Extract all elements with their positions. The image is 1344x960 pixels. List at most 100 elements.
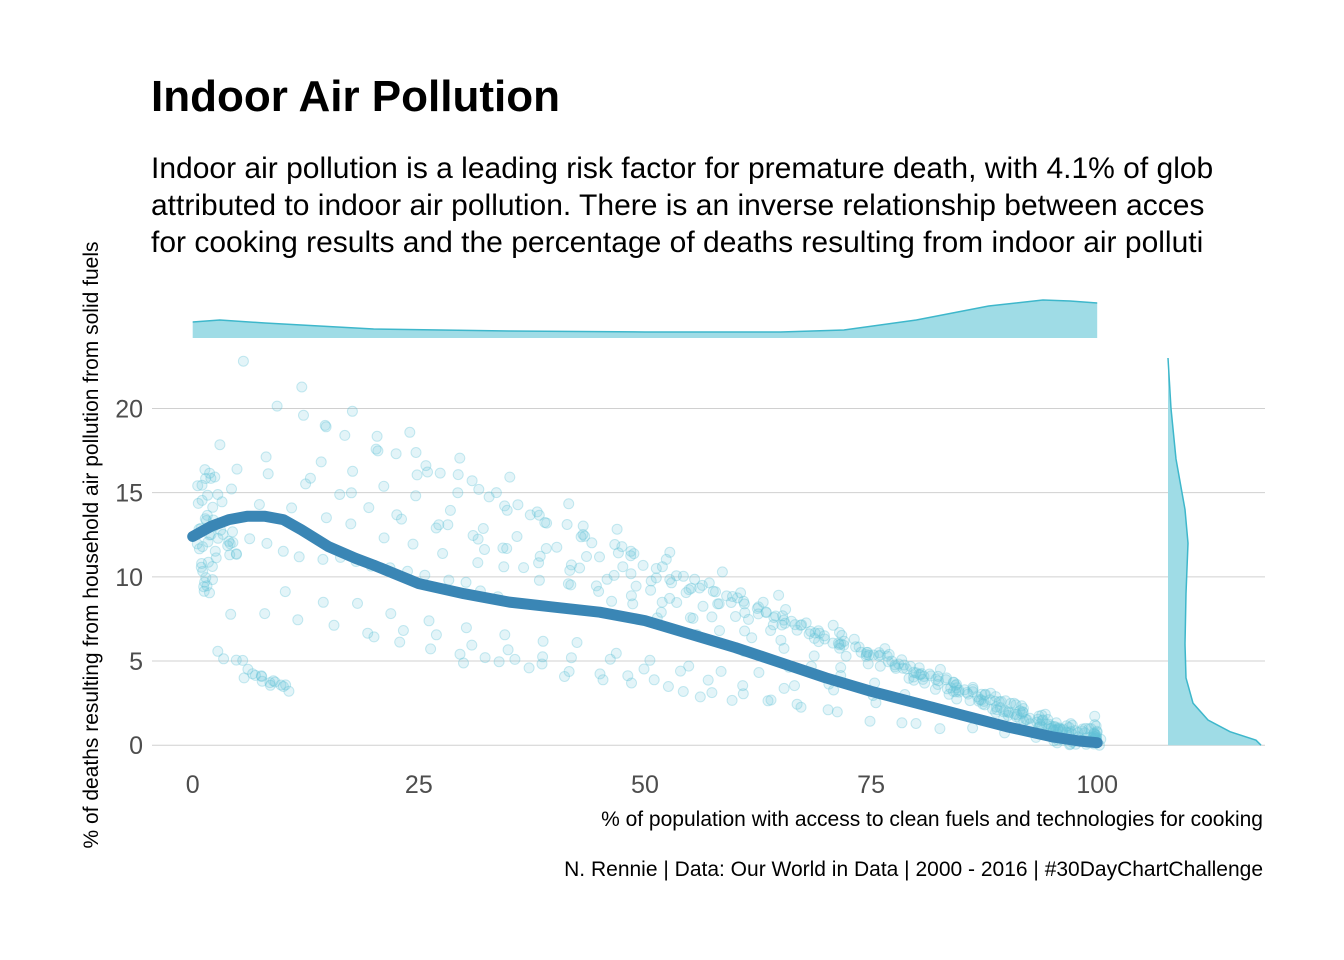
data-point (791, 624, 803, 636)
data-point (473, 483, 485, 495)
data-point (655, 606, 667, 618)
data-point (1000, 705, 1012, 717)
data-point (873, 647, 885, 659)
data-point (559, 671, 570, 682)
data-point (947, 685, 959, 697)
data-point (590, 580, 602, 592)
data-point (664, 546, 676, 558)
data-point (630, 580, 642, 592)
data-point (396, 513, 407, 525)
data-point (1017, 703, 1029, 714)
data-point (814, 627, 825, 639)
data-point (298, 409, 309, 421)
data-point (212, 489, 224, 500)
data-point (903, 672, 915, 684)
data-point (206, 561, 218, 572)
data-point (204, 467, 216, 479)
data-point (472, 533, 484, 545)
data-point (608, 569, 620, 581)
data-point (908, 666, 920, 678)
data-point (433, 519, 445, 531)
data-point (627, 598, 639, 610)
data-point (199, 576, 211, 588)
data-point (648, 674, 660, 686)
data-point (979, 688, 991, 700)
data-point (838, 635, 850, 647)
data-point (397, 625, 409, 636)
data-point (706, 687, 718, 699)
data-point (490, 487, 502, 499)
data-point (721, 590, 733, 602)
data-point (1016, 700, 1028, 712)
data-point (541, 517, 553, 529)
data-point (216, 496, 228, 508)
data-point (479, 544, 490, 555)
data-point (195, 561, 207, 573)
data-point (460, 576, 472, 588)
data-point (300, 478, 312, 490)
data-point (989, 695, 1001, 707)
data-point (918, 671, 930, 682)
data-point (237, 355, 249, 367)
data-point (737, 688, 749, 700)
data-point (735, 587, 747, 599)
data-point (715, 665, 727, 677)
data-point (261, 537, 273, 549)
data-point (1014, 713, 1025, 725)
data-point (1043, 718, 1055, 730)
data-point (832, 637, 844, 649)
data-point (1077, 723, 1088, 735)
data-point (385, 608, 397, 620)
data-point (511, 531, 523, 542)
data-point (593, 585, 605, 597)
data-point (205, 472, 217, 484)
data-point (789, 619, 801, 631)
data-point (304, 472, 316, 484)
data-point (932, 670, 944, 682)
data-point (1009, 708, 1020, 720)
top-density-area (192, 300, 1098, 338)
data-point (601, 573, 613, 585)
smooth-curve (187, 510, 1103, 749)
data-point (910, 718, 922, 729)
data-point (959, 684, 971, 696)
data-point (795, 701, 807, 713)
data-point (941, 672, 952, 684)
data-point (437, 548, 449, 559)
data-point (537, 651, 549, 663)
data-point (666, 577, 677, 589)
data-point (231, 548, 242, 560)
x-tick-label: 50 (631, 771, 659, 799)
data-point (664, 592, 676, 604)
data-point (296, 381, 308, 393)
data-point (670, 570, 682, 582)
data-point (256, 671, 268, 682)
data-point (757, 596, 769, 608)
data-point (224, 549, 236, 561)
data-point (819, 633, 831, 645)
data-point (460, 622, 472, 634)
data-point (370, 443, 382, 455)
data-point (967, 683, 979, 695)
data-point (347, 465, 359, 477)
chart-title: Indoor Air Pollution (151, 72, 560, 121)
data-point (863, 649, 875, 661)
data-point (524, 509, 536, 521)
data-point (1089, 710, 1101, 722)
data-point (264, 677, 276, 689)
data-point (868, 649, 879, 661)
data-point (407, 538, 419, 550)
data-point (753, 667, 765, 678)
data-point (889, 661, 901, 673)
data-point (533, 509, 545, 521)
data-point (677, 686, 689, 697)
data-point (227, 537, 239, 548)
data-point (626, 677, 637, 689)
data-point (780, 604, 792, 615)
data-point (947, 676, 959, 688)
data-point (917, 673, 929, 685)
data-point (710, 586, 721, 598)
data-point (454, 452, 466, 464)
data-point (831, 706, 843, 718)
data-point (1036, 715, 1048, 727)
